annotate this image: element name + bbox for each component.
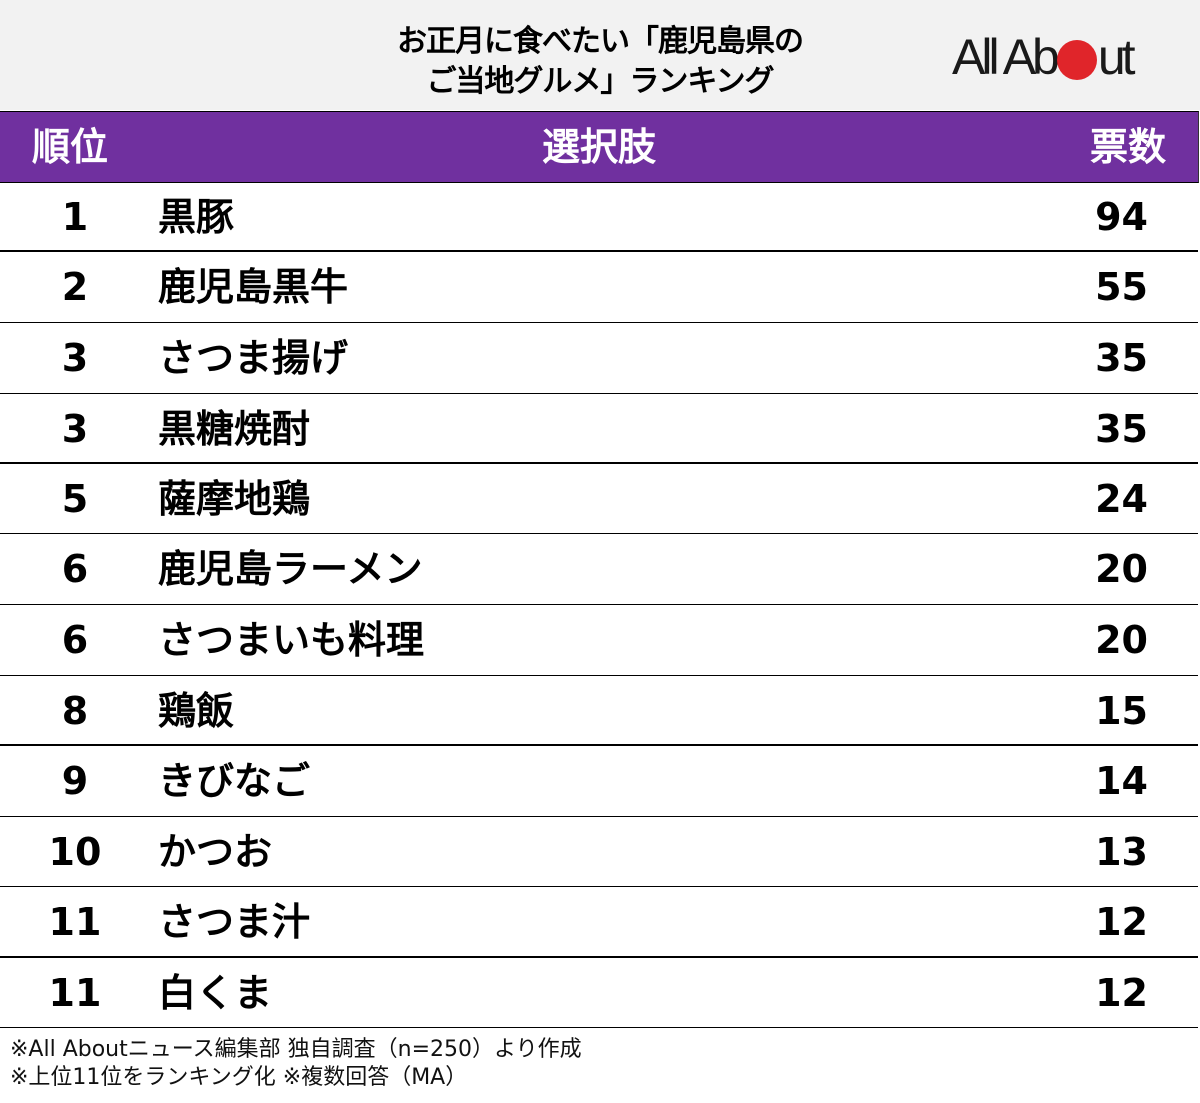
rank-cell: 6 xyxy=(61,618,89,663)
table-row: 1 黒豚 94 xyxy=(0,182,1198,253)
votes-cell: 20 xyxy=(1095,618,1148,663)
footnotes: ※All Aboutニュース編集部 独自調査（n=250）より作成 ※上位11位… xyxy=(10,1036,582,1092)
table-header: 選択肢 順位 票数 xyxy=(0,111,1199,183)
item-cell: 鹿児島黒牛 xyxy=(158,265,349,310)
item-cell: さつま揚げ xyxy=(158,335,349,380)
table-row: 6 さつまいも料理 20 xyxy=(0,605,1198,676)
item-cell: さつま汁 xyxy=(158,900,311,945)
item-cell: かつお xyxy=(158,829,273,874)
votes-cell: 14 xyxy=(1095,759,1148,803)
allabout-logo: All Ab ut xyxy=(952,29,1136,85)
title-line-2: ご当地グルメ」ランキング xyxy=(426,64,774,99)
table-row: 5 薩摩地鶏 24 xyxy=(0,464,1198,535)
ranking-table: 1 黒豚 94 2 鹿児島黒牛 55 3 さつま揚げ 35 3 黒糖焼酎 35 5 薩摩地鶏 24 … xyxy=(0,182,1198,1029)
rank-cell: 3 xyxy=(61,406,89,451)
table-row: 8 鶏飯 15 xyxy=(0,676,1198,746)
rank-cell: 9 xyxy=(61,759,89,803)
item-cell: 薩摩地鶏 xyxy=(158,476,311,521)
votes-cell: 12 xyxy=(1095,970,1148,1015)
rank-cell: 11 xyxy=(48,970,102,1015)
table-row: 3 黒糖焼酎 35 xyxy=(0,394,1198,464)
table-row: 11 白くま 12 xyxy=(0,958,1198,1029)
table-row: 2 鹿児島黒牛 55 xyxy=(0,252,1198,323)
table-row: 11 さつま汁 12 xyxy=(0,887,1198,958)
item-cell: きびなご xyxy=(158,759,311,803)
rank-cell: 5 xyxy=(61,476,89,521)
table-row: 10 かつお 13 xyxy=(0,817,1198,888)
item-cell: 黒糖焼酎 xyxy=(158,406,311,451)
votes-cell: 55 xyxy=(1095,265,1148,310)
logo-text-left: All Ab xyxy=(952,29,1060,85)
logo-red-dot-icon xyxy=(1056,40,1097,80)
table-row: 3 さつま揚げ 35 xyxy=(0,323,1198,394)
title-line-1: お正月に食べたい「鹿児島県の xyxy=(397,24,804,59)
footnote-method: ※上位11位をランキング化 ※複数回答（MA） xyxy=(10,1065,468,1090)
rank-cell: 11 xyxy=(48,900,102,945)
votes-cell: 12 xyxy=(1095,900,1148,945)
item-cell: 黒豚 xyxy=(158,195,235,239)
item-cell: さつまいも料理 xyxy=(158,618,425,663)
votes-cell: 20 xyxy=(1095,547,1148,592)
item-cell: 鹿児島ラーメン xyxy=(158,547,423,592)
header-rank: 順位 xyxy=(32,125,109,169)
title-area: お正月に食べたい「鹿児島県の ご当地グルメ」ランキング All Ab ut xyxy=(0,0,1200,110)
votes-cell: 15 xyxy=(1095,688,1148,733)
rank-cell: 6 xyxy=(61,547,89,592)
votes-cell: 35 xyxy=(1095,406,1148,451)
rank-cell: 8 xyxy=(61,688,89,733)
votes-cell: 13 xyxy=(1095,829,1148,874)
chart-title: お正月に食べたい「鹿児島県の ご当地グルメ」ランキング xyxy=(300,22,900,102)
table-row: 9 きびなご 14 xyxy=(0,746,1198,817)
item-cell: 白くま xyxy=(158,970,273,1015)
votes-cell: 24 xyxy=(1095,476,1148,521)
rank-cell: 1 xyxy=(61,195,89,239)
rank-cell: 10 xyxy=(48,829,102,874)
rank-cell: 2 xyxy=(61,265,89,310)
votes-cell: 94 xyxy=(1095,195,1148,239)
header-item: 選択肢 xyxy=(541,125,656,169)
footnote-source: ※All Aboutニュース編集部 独自調査（n=250）より作成 xyxy=(10,1037,582,1062)
logo-text-right: ut xyxy=(1097,29,1136,85)
header-votes: 票数 xyxy=(1089,125,1166,169)
table-row: 6 鹿児島ラーメン 20 xyxy=(0,534,1198,606)
rank-cell: 3 xyxy=(61,335,89,380)
item-cell: 鶏飯 xyxy=(158,688,235,733)
votes-cell: 35 xyxy=(1095,335,1148,380)
